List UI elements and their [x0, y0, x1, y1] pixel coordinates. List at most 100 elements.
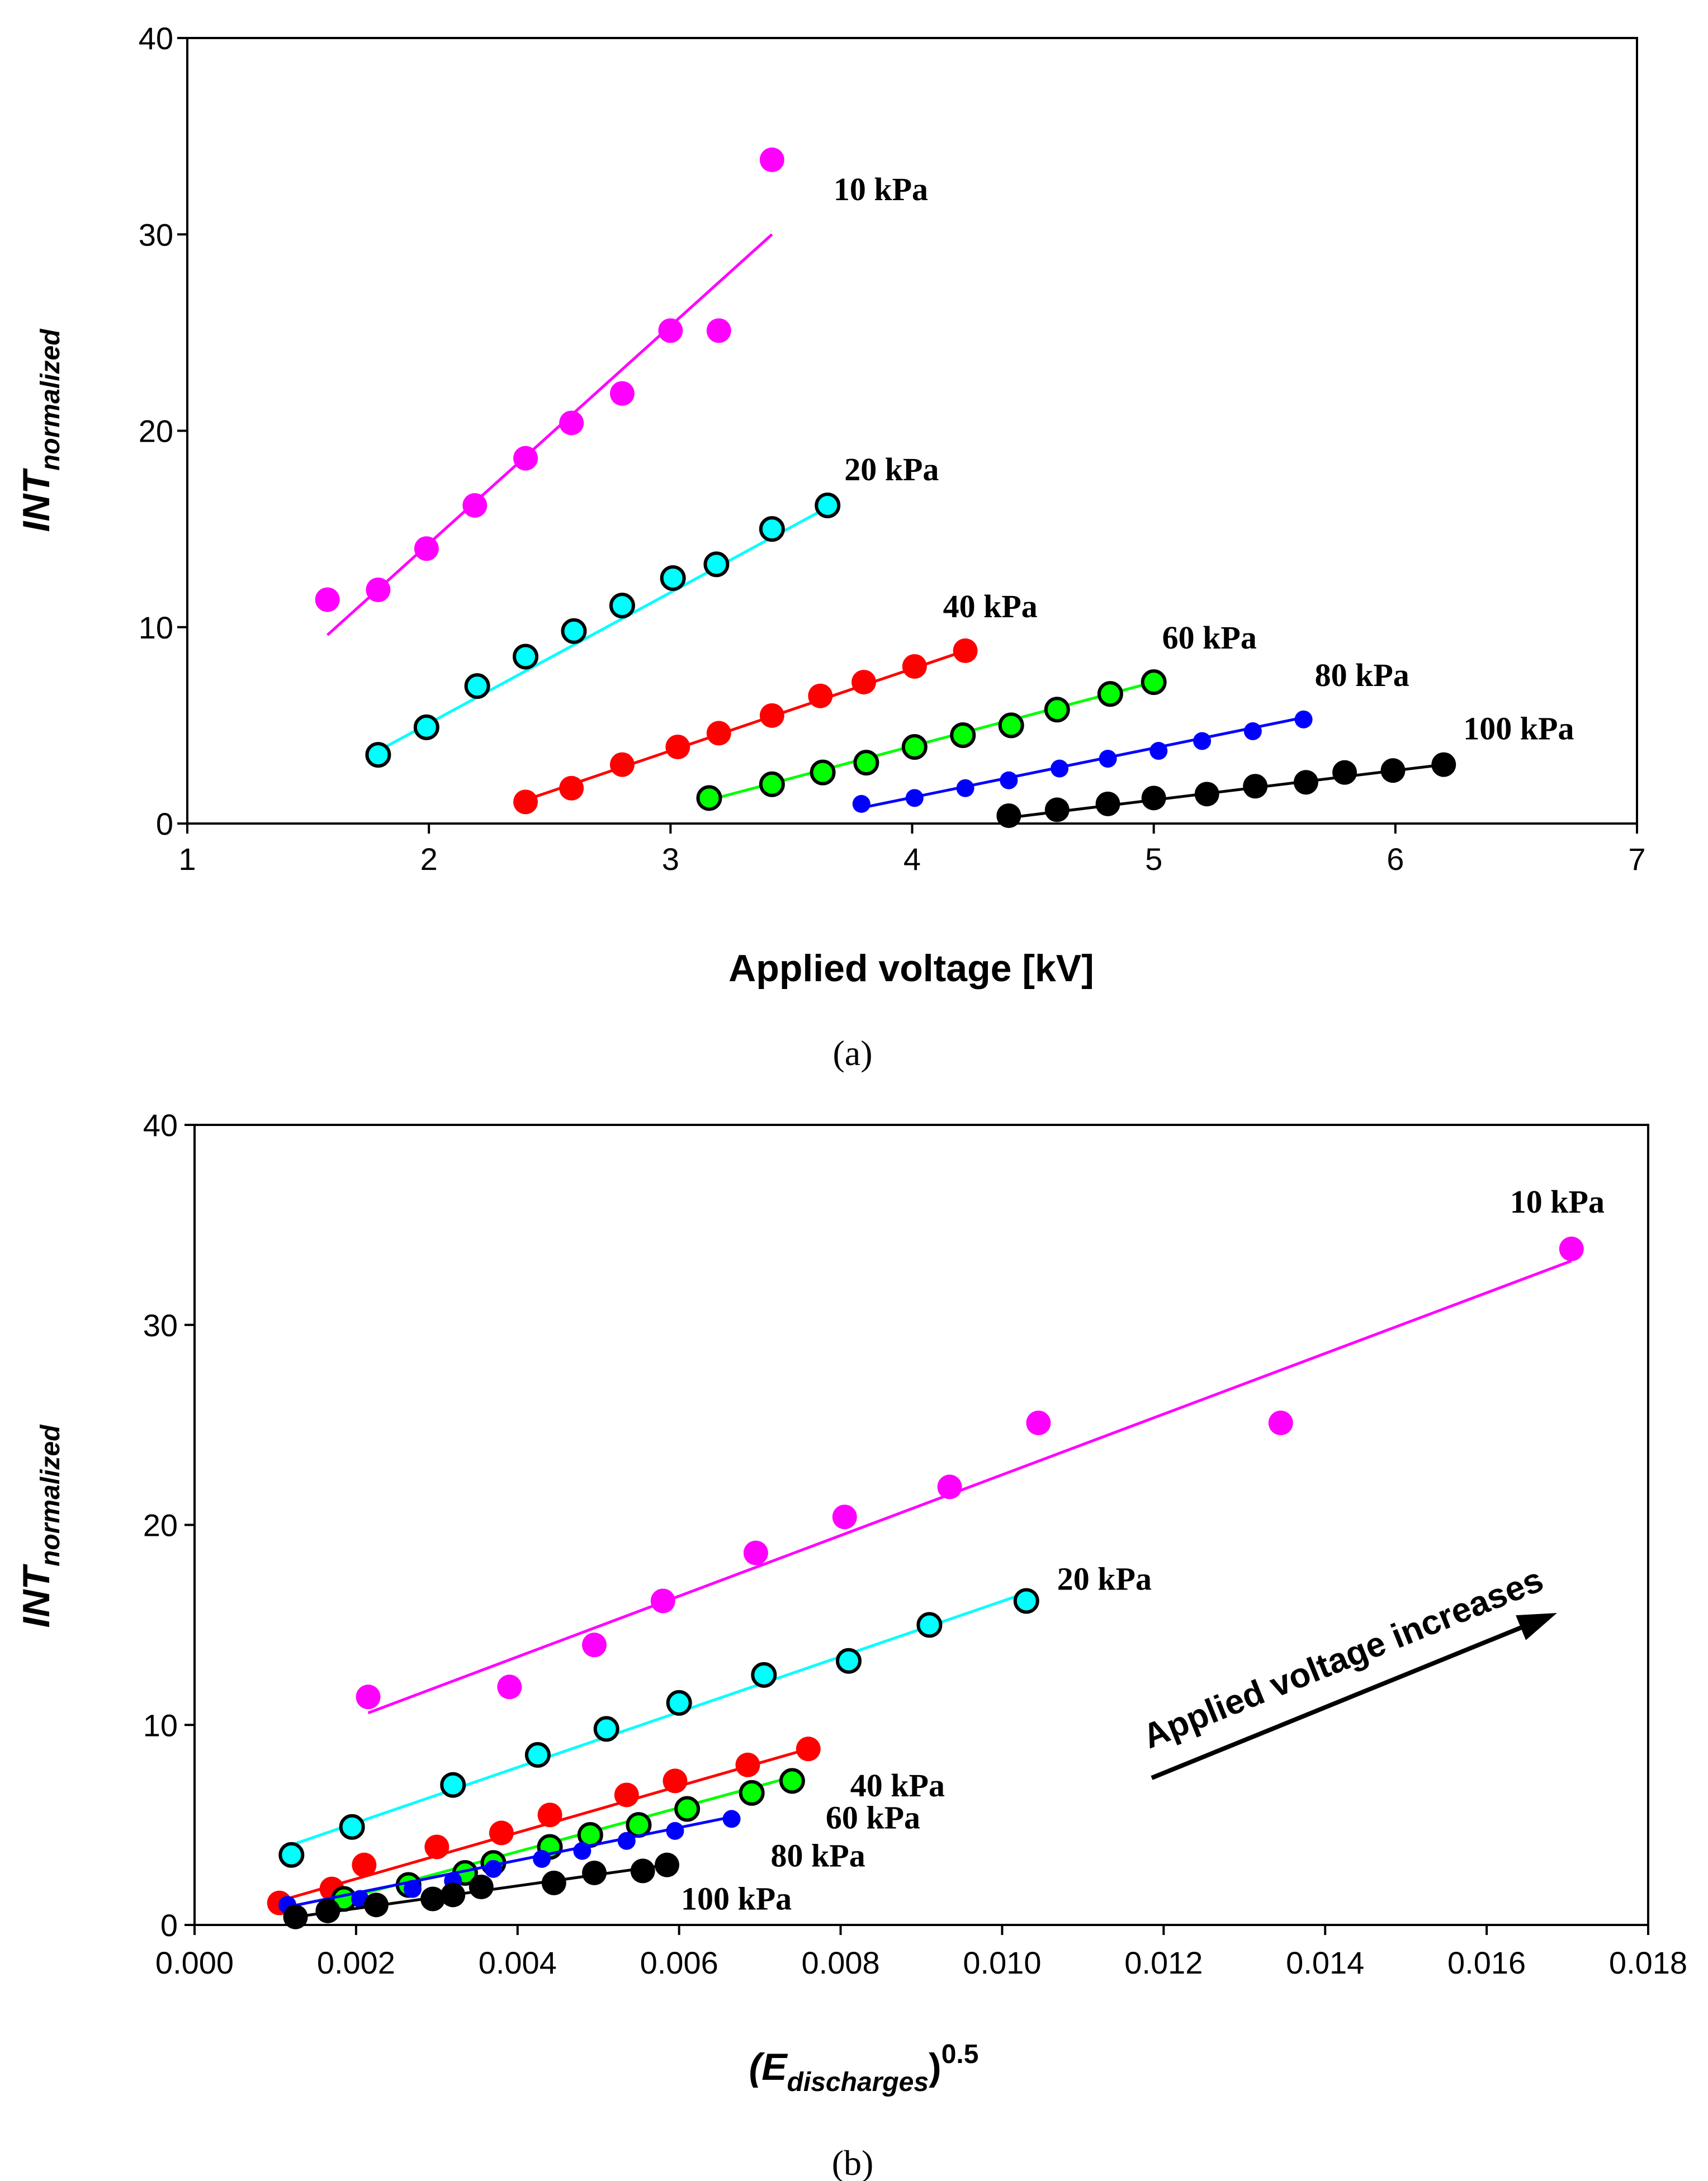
- chart-b-y-axis-title-main: INT: [15, 1563, 58, 1628]
- chart-b-x-tick-label: 0.010: [963, 1945, 1041, 1980]
- chart-b-series-20-kpa-point: [751, 1662, 777, 1688]
- chart-a-series-80-kpa-point: [1099, 750, 1117, 768]
- chart-b-series-80-kpa-point: [617, 1832, 636, 1850]
- chart-a-series-100-kpa-point: [1243, 774, 1268, 799]
- chart-b-y-tick-label: 20: [143, 1508, 178, 1543]
- chart-a-series-60-kpa-point: [696, 785, 722, 811]
- chart-b-series-80-kpa: 80 kPa: [278, 1810, 865, 1914]
- chart-a-series-20-kpa-point: [561, 618, 587, 644]
- chart-a-series-10-kpa: 10 kPa: [315, 147, 928, 636]
- chart-a-series-10-kpa-point: [609, 381, 635, 406]
- chart-a-series-20-kpa-point: [513, 644, 539, 670]
- chart-b-series-80-kpa-point: [533, 1849, 551, 1868]
- chart-a-y-tick-label: 40: [139, 21, 173, 56]
- chart-a-series-100-kpa-label: 100 kPa: [1463, 711, 1574, 747]
- chart-b-series-10-kpa-point: [1559, 1236, 1584, 1261]
- chart-a-x-axis-title: Applied voltage [kV]: [728, 947, 1094, 990]
- chart-a-series-60-kpa-point: [1141, 669, 1167, 696]
- chart-a-series-80-kpa-point: [1193, 732, 1212, 750]
- chart-a-series-10-kpa-point: [315, 587, 340, 612]
- chart-a: 1 2 3 4 5 6 7 0 10 20 30 40 Applied voltage [kV] INTn…: [15, 21, 1646, 1073]
- chart-b-series-80-kpa-point: [484, 1860, 503, 1878]
- chart-a-series-60-kpa-point: [950, 722, 976, 748]
- chart-a-series-20-kpa-point: [759, 516, 785, 542]
- chart-a-series-100-kpa-fit-line: [1009, 763, 1444, 819]
- chart-b-x-tick-label: 0.006: [640, 1945, 718, 1980]
- chart-a-series-20-kpa-label: 20 kPa: [844, 451, 939, 488]
- chart-b-x-axis-title: (Edischarges)0.5: [749, 2040, 979, 2097]
- chart-b-series-100-kpa-point: [655, 1852, 679, 1877]
- chart-a-y-axis-title-sub: normalized: [36, 328, 65, 471]
- chart-b-series-100-kpa-point: [420, 1886, 446, 1912]
- chart-a-series-100-kpa-point: [1431, 752, 1456, 777]
- chart-a-series-60-kpa-point: [1097, 681, 1123, 707]
- chart-b-annotation-arrow-shaft: [1151, 1625, 1522, 1780]
- chart-a-series-10-kpa-point: [462, 493, 488, 518]
- chart-b-plot-frame: [193, 1124, 1649, 1926]
- chart-b-series-40-kpa-point: [796, 1737, 821, 1762]
- chart-b-series-10-kpa-point: [743, 1540, 768, 1565]
- chart-b-series-40-kpa-point: [489, 1820, 514, 1846]
- chart-a-series-80-kpa-point: [905, 789, 924, 807]
- chart-a-series-10-kpa-point: [414, 536, 439, 561]
- chart-b-x-tick-label: 0.004: [479, 1945, 557, 1980]
- chart-b-x-tick-label: 0.012: [1124, 1945, 1203, 1980]
- chart-b-series-20-kpa-point: [916, 1612, 943, 1638]
- chart-a-series-60-kpa-point: [1044, 697, 1070, 723]
- chart-a-y-tick-label: 20: [139, 414, 173, 449]
- chart-a-series-10-kpa-label: 10 kPa: [834, 171, 928, 207]
- chart-b-series-40-kpa-point: [735, 1752, 760, 1777]
- chart-a-series-10-kpa-fit-line: [326, 233, 773, 636]
- chart-a-x-tick-label: 1: [178, 841, 196, 877]
- chart-a-x-tick-label: 4: [903, 841, 921, 877]
- chart-a-series-100-kpa-point: [1194, 782, 1219, 807]
- chart-b-series-80-kpa-point: [666, 1822, 684, 1840]
- chart-b-series-100-kpa: 100 kPa: [283, 1852, 792, 1929]
- chart-a-series-20-kpa-point: [703, 551, 730, 578]
- chart-a-series-60-kpa-point: [810, 759, 836, 786]
- chart-b-x-tick-label: 0.002: [317, 1945, 395, 1980]
- chart-a-series-10-kpa-point: [366, 578, 391, 603]
- chart-a-series-10-kpa-point: [706, 318, 731, 343]
- chart-a-series-40-kpa-point: [808, 683, 833, 708]
- chart-b-series-20-kpa-point: [524, 1742, 551, 1768]
- chart-a-series-40-kpa-point: [759, 703, 784, 728]
- chart-a-series-40-kpa-point: [609, 752, 635, 777]
- chart-a-series-80-kpa-point: [1243, 722, 1262, 740]
- chart-b-annotation-arrow-head: [1516, 1613, 1557, 1640]
- chart-b-series-20-kpa: 20 kPa: [278, 1560, 1152, 1868]
- chart-b-series-10-kpa-point: [937, 1474, 962, 1499]
- chart-a-series-20-kpa-point: [413, 714, 439, 740]
- chart-b: 0.000 0.002 0.004 0.006 0.008 0.010 0.012 0.014…: [15, 1108, 1687, 2181]
- chart-a-series-40-kpa-point: [902, 654, 927, 679]
- chart-b-series-40-kpa-point: [424, 1834, 450, 1860]
- chart-b-series-80-kpa-point: [404, 1880, 422, 1898]
- chart-b-x-axis-title-sub: discharges: [787, 2068, 929, 2097]
- chart-b-y-axis-title-sub: normalized: [36, 1424, 65, 1567]
- chart-b-x-tick-label: 0.014: [1286, 1945, 1364, 1980]
- chart-b-series-60-kpa-point: [739, 1780, 765, 1806]
- chart-b-series-100-kpa-point: [469, 1875, 494, 1900]
- chart-a-x-tick-label: 6: [1387, 841, 1404, 877]
- chart-b-series-10-kpa-point: [356, 1685, 381, 1710]
- chart-a-series-40-kpa-point: [851, 670, 877, 695]
- chart-b-series-10-kpa-point: [832, 1505, 857, 1530]
- chart-a-series-20-kpa-point: [815, 492, 841, 518]
- chart-b-series-20-kpa-point: [593, 1716, 619, 1742]
- chart-a-series-40-kpa: 40 kPa: [513, 588, 1038, 815]
- chart-a-y-tick-label: 30: [139, 217, 173, 252]
- chart-b-series-80-kpa-label: 80 kPa: [771, 1837, 865, 1874]
- chart-b-series-100-kpa-point: [541, 1870, 566, 1895]
- chart-b-series-10-kpa-label: 10 kPa: [1510, 1184, 1605, 1220]
- chart-a-series-100-kpa-point: [1332, 760, 1357, 785]
- chart-b-series-20-kpa-point: [836, 1648, 862, 1674]
- chart-b-annotation-text: Applied voltage increases: [1138, 1560, 1549, 1757]
- chart-a-series-60-kpa-point: [759, 771, 785, 797]
- chart-a-y-axis-title: INTnormalized: [15, 328, 65, 532]
- chart-b-x-tick-label: 0.008: [801, 1945, 879, 1980]
- chart-b-series-10-kpa-fit-line: [367, 1259, 1572, 1715]
- chart-b-series-60-kpa-point: [674, 1796, 701, 1822]
- chart-b-series-20-kpa-point: [666, 1690, 692, 1716]
- chart-b-series-20-kpa-fit-line: [291, 1591, 1027, 1847]
